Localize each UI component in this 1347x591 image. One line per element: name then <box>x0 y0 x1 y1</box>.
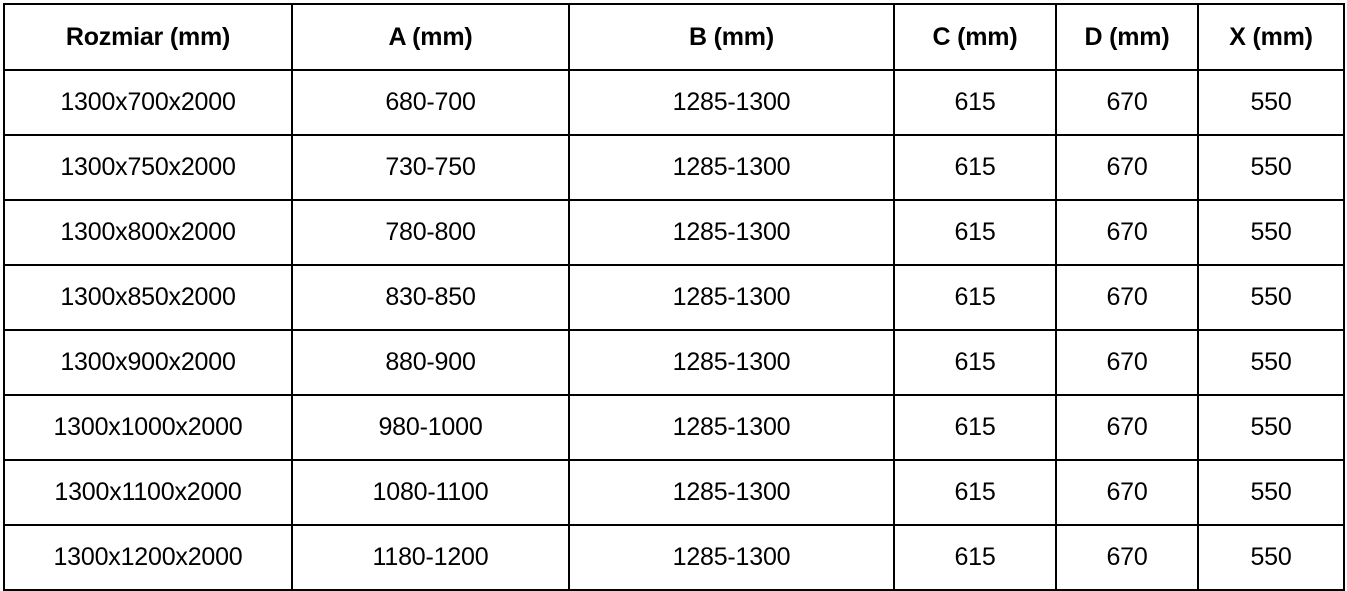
cell-b: 1285-1300 <box>568 329 895 396</box>
cell-d: 670 <box>1055 524 1199 591</box>
cell-d: 670 <box>1055 329 1199 396</box>
cell-c: 615 <box>893 264 1057 331</box>
cell-x: 550 <box>1197 264 1345 331</box>
cell-x: 550 <box>1197 459 1345 526</box>
table-header: Rozmiar (mm) A (mm) B (mm) C (mm) D (mm)… <box>3 3 1345 71</box>
cell-rozmiar: 1300x1000x2000 <box>3 394 293 461</box>
table-row: 1300x700x2000 680-700 1285-1300 615 670 … <box>3 69 1345 136</box>
cell-a: 980-1000 <box>291 394 570 461</box>
table-row: 1300x900x2000 880-900 1285-1300 615 670 … <box>3 329 1345 396</box>
cell-c: 615 <box>893 134 1057 201</box>
table-row: 1300x1200x2000 1180-1200 1285-1300 615 6… <box>3 524 1345 591</box>
cell-x: 550 <box>1197 329 1345 396</box>
cell-b: 1285-1300 <box>568 69 895 136</box>
cell-c: 615 <box>893 329 1057 396</box>
cell-c: 615 <box>893 69 1057 136</box>
column-header-rozmiar: Rozmiar (mm) <box>3 3 293 71</box>
cell-a: 1080-1100 <box>291 459 570 526</box>
table-row: 1300x750x2000 730-750 1285-1300 615 670 … <box>3 134 1345 201</box>
cell-d: 670 <box>1055 264 1199 331</box>
cell-a: 680-700 <box>291 69 570 136</box>
table-body: 1300x700x2000 680-700 1285-1300 615 670 … <box>3 69 1345 591</box>
cell-rozmiar: 1300x700x2000 <box>3 69 293 136</box>
cell-d: 670 <box>1055 199 1199 266</box>
cell-rozmiar: 1300x850x2000 <box>3 264 293 331</box>
dimensions-table: Rozmiar (mm) A (mm) B (mm) C (mm) D (mm)… <box>3 3 1345 591</box>
cell-b: 1285-1300 <box>568 524 895 591</box>
column-header-b: B (mm) <box>568 3 895 71</box>
cell-rozmiar: 1300x900x2000 <box>3 329 293 396</box>
cell-b: 1285-1300 <box>568 394 895 461</box>
cell-x: 550 <box>1197 134 1345 201</box>
spec-table-container: Rozmiar (mm) A (mm) B (mm) C (mm) D (mm)… <box>3 3 1345 591</box>
cell-x: 550 <box>1197 69 1345 136</box>
column-header-x: X (mm) <box>1197 3 1345 71</box>
cell-x: 550 <box>1197 394 1345 461</box>
table-row: 1300x800x2000 780-800 1285-1300 615 670 … <box>3 199 1345 266</box>
column-header-a: A (mm) <box>291 3 570 71</box>
cell-b: 1285-1300 <box>568 264 895 331</box>
cell-c: 615 <box>893 524 1057 591</box>
cell-rozmiar: 1300x1100x2000 <box>3 459 293 526</box>
cell-b: 1285-1300 <box>568 134 895 201</box>
table-header-row: Rozmiar (mm) A (mm) B (mm) C (mm) D (mm)… <box>3 3 1345 71</box>
cell-a: 780-800 <box>291 199 570 266</box>
cell-d: 670 <box>1055 459 1199 526</box>
cell-d: 670 <box>1055 134 1199 201</box>
table-row: 1300x1000x2000 980-1000 1285-1300 615 67… <box>3 394 1345 461</box>
cell-a: 880-900 <box>291 329 570 396</box>
cell-x: 550 <box>1197 524 1345 591</box>
cell-b: 1285-1300 <box>568 459 895 526</box>
cell-b: 1285-1300 <box>568 199 895 266</box>
cell-a: 1180-1200 <box>291 524 570 591</box>
column-header-d: D (mm) <box>1055 3 1199 71</box>
cell-c: 615 <box>893 199 1057 266</box>
cell-d: 670 <box>1055 69 1199 136</box>
cell-rozmiar: 1300x750x2000 <box>3 134 293 201</box>
cell-d: 670 <box>1055 394 1199 461</box>
cell-rozmiar: 1300x1200x2000 <box>3 524 293 591</box>
cell-x: 550 <box>1197 199 1345 266</box>
cell-c: 615 <box>893 459 1057 526</box>
cell-rozmiar: 1300x800x2000 <box>3 199 293 266</box>
cell-a: 730-750 <box>291 134 570 201</box>
column-header-c: C (mm) <box>893 3 1057 71</box>
cell-c: 615 <box>893 394 1057 461</box>
cell-a: 830-850 <box>291 264 570 331</box>
table-row: 1300x1100x2000 1080-1100 1285-1300 615 6… <box>3 459 1345 526</box>
table-row: 1300x850x2000 830-850 1285-1300 615 670 … <box>3 264 1345 331</box>
